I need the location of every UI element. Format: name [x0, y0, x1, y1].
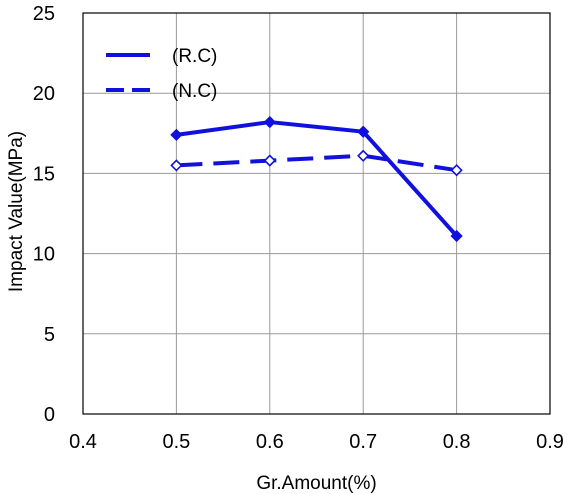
y-tick-label: 5: [44, 324, 55, 346]
y-tick-label: 20: [33, 83, 55, 105]
x-tick-label: 0.7: [349, 431, 377, 453]
y-tick-label: 10: [33, 244, 55, 266]
x-tick-label: 0.6: [256, 431, 284, 453]
x-tick-labels: 0.4 0.5 0.6 0.7 0.8 0.9: [69, 431, 564, 453]
y-tick-label: 25: [33, 3, 55, 25]
data-point: [170, 159, 183, 172]
series-line: [176, 153, 457, 173]
x-tick-label: 0.9: [536, 431, 564, 453]
x-axis-label: Gr.Amount(%): [256, 473, 376, 494]
data-point: [450, 229, 463, 243]
x-tick-label: 0.8: [443, 431, 471, 453]
series-layer: [170, 115, 463, 243]
legend: (R.C) (N.C): [106, 46, 217, 102]
grid: [83, 13, 550, 414]
y-tick-label: 0: [44, 404, 55, 426]
plot-frame: [82, 12, 551, 415]
legend-label: (N.C): [172, 81, 217, 102]
data-point: [450, 164, 463, 177]
y-tick-labels: 0 5 10 15 20 25: [33, 3, 55, 426]
data-point: [357, 149, 370, 162]
x-tick-label: 0.4: [69, 431, 97, 453]
x-tick-label: 0.5: [162, 431, 190, 453]
legend-item: (N.C): [106, 81, 217, 102]
series-line: [176, 120, 459, 238]
data-point: [357, 125, 370, 138]
y-axis-label: Impact Value(MPa): [6, 131, 27, 292]
y-tick-label: 15: [33, 163, 55, 185]
series-2: [170, 149, 463, 177]
legend-label: (R.C): [172, 46, 217, 67]
data-point: [263, 154, 276, 167]
legend-item: (R.C): [106, 46, 217, 67]
series-1: [170, 115, 463, 243]
data-point: [263, 115, 276, 129]
data-point: [170, 128, 183, 142]
